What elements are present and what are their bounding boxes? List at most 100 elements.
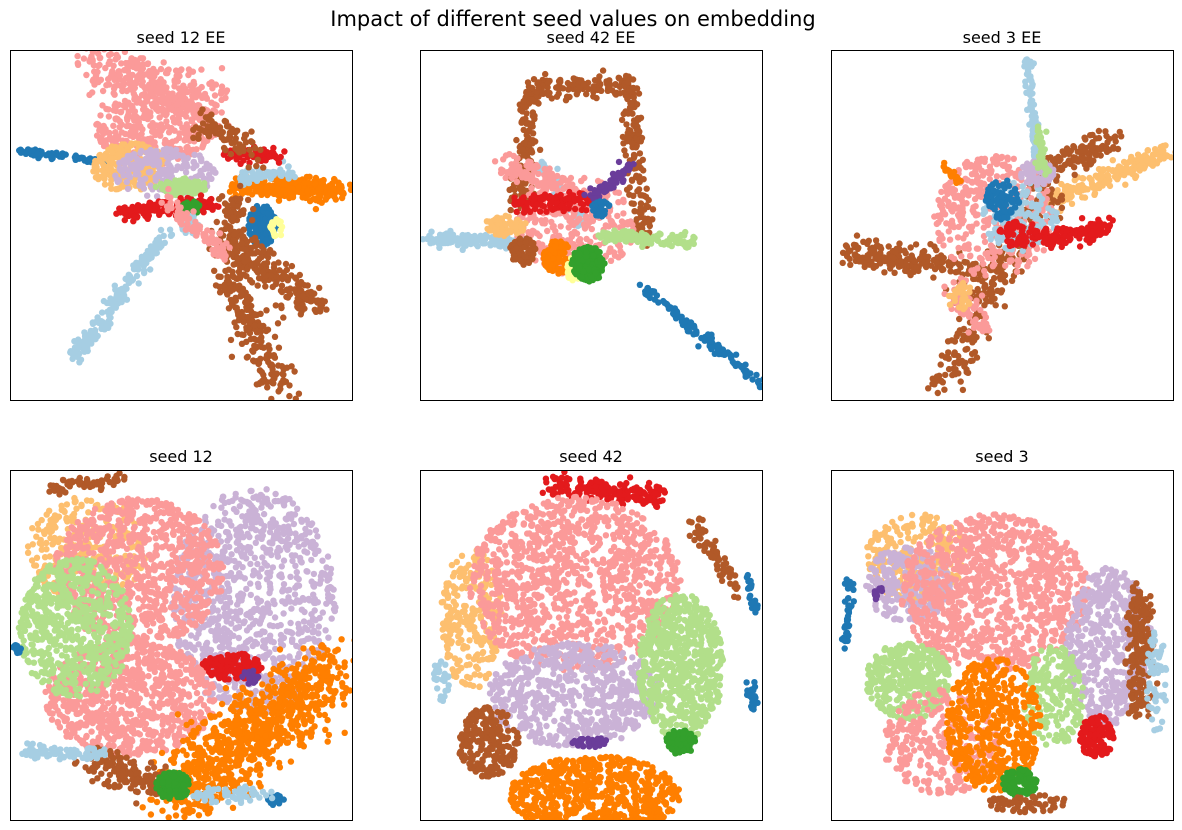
scatter-point	[459, 246, 466, 253]
scatter-point	[152, 103, 159, 110]
scatter-point	[278, 363, 286, 370]
scatter-point	[510, 152, 517, 160]
scatter-point	[178, 95, 185, 103]
scatter-point	[598, 213, 606, 220]
scatter-point	[508, 221, 515, 229]
scatter-point	[312, 174, 320, 182]
scatter-point	[195, 135, 202, 142]
scatter-point	[600, 229, 607, 236]
scatter-point	[147, 153, 154, 161]
scatter-point	[80, 341, 87, 348]
scatter-point	[130, 151, 138, 158]
scatter-point	[153, 193, 161, 200]
scatter-point	[206, 171, 213, 178]
scatter-point	[137, 62, 145, 69]
scatter-point	[1032, 114, 1039, 121]
scatter-point	[626, 88, 633, 96]
scatter-point	[594, 248, 602, 255]
scatter-point	[190, 159, 197, 166]
scatter-point	[114, 38, 120, 44]
subplot-title: seed 12 EE	[137, 28, 226, 47]
scatter-point	[242, 246, 249, 253]
scatter-point	[323, 195, 330, 202]
scatter-point	[190, 134, 197, 141]
scatter-point	[257, 146, 264, 154]
scatter-point	[103, 82, 110, 89]
scatter-point	[569, 81, 576, 88]
scatter-point	[510, 252, 518, 259]
scatter-point	[186, 181, 193, 188]
scatter-point	[690, 331, 697, 338]
scatter-point	[218, 109, 225, 116]
scatter-point	[139, 55, 147, 62]
scatter-point	[554, 187, 561, 194]
scatter-point	[562, 205, 569, 212]
scatter-point	[263, 184, 270, 191]
scatter-point	[279, 169, 286, 176]
scatter-point	[1030, 60, 1037, 67]
scatter-point	[111, 102, 118, 109]
plot-area	[420, 67, 763, 391]
scatter-point	[94, 173, 101, 180]
scatter-point	[630, 151, 638, 159]
scatter-point	[538, 202, 546, 209]
scatter-point	[237, 182, 244, 190]
scatter-point	[625, 110, 632, 117]
scatter-point	[291, 368, 298, 375]
scatter-point	[244, 187, 252, 194]
scatter-point	[547, 173, 554, 181]
scatter-point	[240, 331, 247, 339]
scatter-point	[176, 211, 184, 219]
scatter-point	[123, 178, 130, 186]
scatter-point	[627, 218, 634, 225]
scatter-point	[588, 225, 595, 233]
scatter-point	[221, 287, 229, 294]
scatter-point	[304, 187, 311, 195]
scatter-point	[153, 249, 160, 257]
scatter-point	[142, 155, 149, 163]
scatter-point	[571, 75, 578, 83]
scatter-point	[605, 202, 613, 209]
scatter-point	[580, 80, 587, 88]
scatter-point	[118, 60, 125, 67]
scatter-point	[629, 76, 637, 83]
scatter-point	[158, 199, 165, 206]
scatter-point	[172, 119, 179, 126]
scatter-point	[227, 336, 235, 344]
scatter-point	[142, 85, 149, 92]
scatter-point	[107, 309, 115, 316]
scatter-point	[219, 129, 226, 136]
scatter-point	[691, 234, 698, 242]
scatter-point	[93, 165, 100, 172]
scatter-point	[513, 178, 521, 185]
scatter-point	[285, 184, 292, 191]
scatter-point	[105, 113, 113, 120]
scatter-point	[571, 205, 579, 213]
scatter-point	[109, 298, 117, 306]
scatter-point	[262, 283, 269, 290]
scatter-point	[247, 277, 254, 284]
scatter-point	[701, 336, 708, 343]
scatter-point	[220, 136, 228, 144]
scatter-point	[91, 81, 98, 88]
scatter-point	[312, 205, 320, 213]
scatter-point	[81, 348, 88, 355]
scatter-point	[685, 243, 692, 250]
scatter-point	[491, 158, 499, 165]
scatter-point	[160, 59, 167, 66]
scatter-point	[311, 290, 318, 297]
scatter-point	[185, 101, 192, 109]
scatter-point	[252, 225, 259, 232]
scatter-point	[641, 215, 648, 222]
subplot-seed-3-ee: seed 3 EE	[831, 28, 1174, 401]
scatter-point	[162, 111, 169, 119]
scatter-point	[274, 185, 281, 193]
scatter-point	[122, 104, 129, 111]
scatter-point	[128, 141, 135, 149]
scatter-point	[582, 253, 590, 260]
scatter-point	[537, 208, 544, 215]
scatter-point	[85, 156, 92, 163]
scatter-point	[594, 177, 602, 185]
scatter-point	[190, 78, 197, 86]
scatter-point	[186, 146, 194, 154]
